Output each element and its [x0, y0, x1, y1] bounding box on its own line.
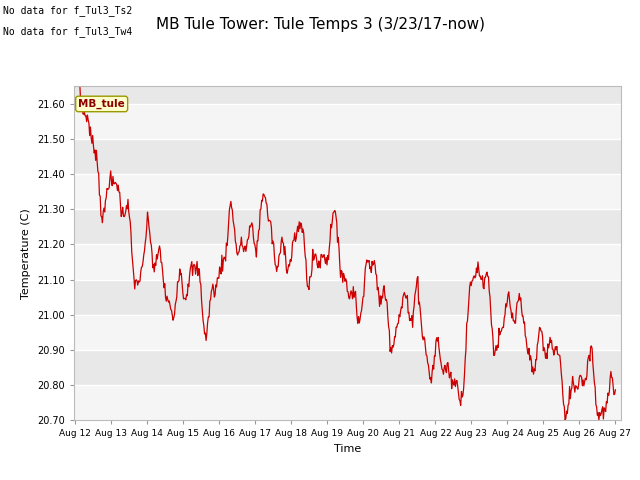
Bar	[74, 315, 621, 350]
X-axis label: Time: Time	[333, 444, 361, 454]
Bar	[74, 244, 621, 279]
Text: No data for f_Tul3_Ts2: No data for f_Tul3_Ts2	[3, 5, 132, 16]
Y-axis label: Temperature (C): Temperature (C)	[21, 208, 31, 299]
Bar	[74, 385, 621, 420]
Text: MB Tule Tower: Tule Temps 3 (3/23/17-now): MB Tule Tower: Tule Temps 3 (3/23/17-now…	[156, 17, 484, 32]
Bar	[74, 104, 621, 139]
Text: MB_tule: MB_tule	[78, 99, 125, 109]
Text: No data for f_Tul3_Tw4: No data for f_Tul3_Tw4	[3, 26, 132, 37]
Bar	[74, 174, 621, 209]
